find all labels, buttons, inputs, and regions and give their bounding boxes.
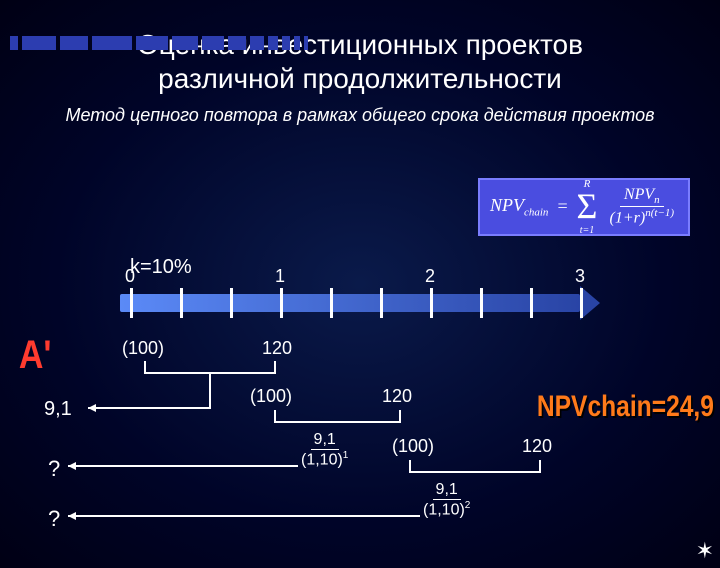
formula-lhs: NPVchain [490, 195, 548, 219]
arrow-body [120, 294, 580, 312]
timeline-tick [580, 288, 583, 318]
timeline-tick [280, 288, 283, 318]
timeline-tick [180, 288, 183, 318]
row3-investment: (100) [392, 436, 434, 457]
left-value-1: 9,1 [44, 398, 72, 421]
timeline-tick-label: 0 [125, 266, 135, 287]
npv-formula: NPVchain = R Σ t=1 NPVn (1+r)n(t−1) [478, 178, 690, 236]
corner-decorative-icon: ✶ [696, 538, 714, 564]
question-mark-1: ? [48, 456, 60, 482]
sigma-icon: R Σ t=1 [577, 192, 598, 221]
formula-fraction: NPVn (1+r)n(t−1) [606, 186, 679, 228]
timeline-tick [230, 288, 233, 318]
timeline-tick-label: 1 [275, 266, 285, 287]
row1-investment: (100) [122, 338, 164, 359]
row3-return: 120 [522, 436, 552, 457]
arrow-head-icon [580, 286, 600, 320]
title-line-2: различной продолжительности [158, 63, 562, 94]
row2-investment: (100) [250, 386, 292, 407]
timeline-tick [330, 288, 333, 318]
question-mark-2: ? [48, 506, 60, 532]
timeline-arrow: 0123 [120, 288, 600, 318]
row1-return: 120 [262, 338, 292, 359]
discount-rate-label: k=10% [130, 256, 192, 279]
discount-fraction-1: 9,1 (1,10)1 [298, 428, 351, 468]
timeline-tick [430, 288, 433, 318]
timeline-tick [130, 288, 133, 318]
discount-fraction-2: 9,1 (1,10)2 [420, 478, 473, 518]
decorative-top-bar [10, 36, 350, 50]
timeline-tick [530, 288, 533, 318]
row2-return: 120 [382, 386, 412, 407]
npv-chain-result: NPVchain=24,9 [537, 390, 714, 424]
timeline-tick-label: 3 [575, 266, 585, 287]
timeline-tick [380, 288, 383, 318]
subtitle: Метод цепного повтора в рамках общего ср… [0, 105, 720, 126]
timeline-tick [480, 288, 483, 318]
equals-sign: = [556, 196, 568, 217]
timeline-tick-label: 2 [425, 266, 435, 287]
project-a-prime-label: A' [19, 333, 52, 378]
